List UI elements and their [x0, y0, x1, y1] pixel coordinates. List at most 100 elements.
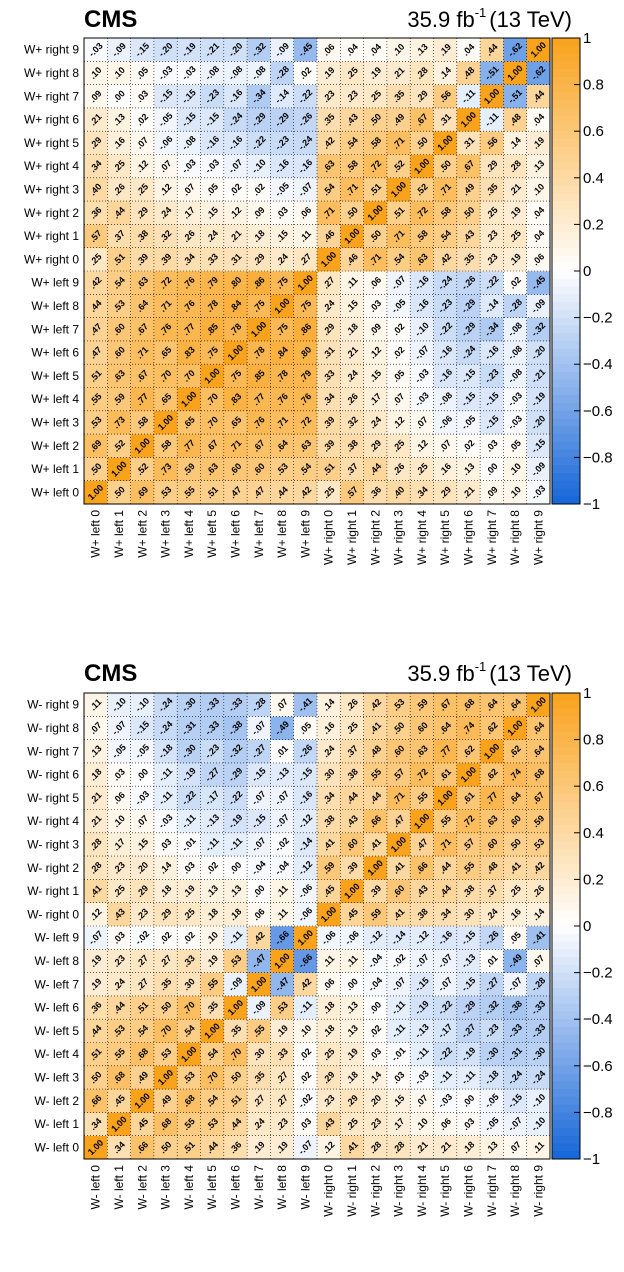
colorbar-segment: [552, 910, 580, 919]
heatmap-cell: [363, 38, 388, 62]
colorbar-segment: [552, 693, 580, 702]
heatmap-cell: [456, 84, 481, 109]
heatmap-cell: [247, 856, 271, 880]
heatmap-cell: [223, 224, 248, 248]
heatmap-cell: [456, 457, 481, 481]
heatmap-cell: [153, 457, 178, 481]
heatmap-cell: [410, 856, 434, 880]
heatmap-cell: [433, 1089, 458, 1113]
heatmap-cell: [317, 716, 341, 740]
heatmap-cell: [107, 364, 131, 388]
heatmap-cell: [200, 177, 225, 202]
heatmap-cell: [363, 716, 388, 740]
heatmap-cell: [293, 154, 318, 179]
heatmap-cell: [433, 480, 458, 505]
column-tick-label: W+ left 9: [298, 510, 312, 558]
heatmap-cell: [386, 317, 411, 342]
heatmap-cell: [480, 410, 504, 435]
heatmap-cell: [456, 762, 481, 787]
heatmap-cell: [363, 1089, 388, 1113]
heatmap-cell: [433, 856, 458, 880]
colorbar-segment: [552, 755, 580, 764]
heatmap-cell: [177, 1042, 201, 1067]
row-tick-label: W+ right 4: [24, 159, 79, 173]
colorbar-segment: [552, 496, 580, 505]
heatmap-cell: [270, 1019, 294, 1043]
heatmap-cell: [410, 1065, 434, 1090]
heatmap-cell: [456, 434, 481, 458]
heatmap-cell: [480, 317, 504, 342]
heatmap-cell: [107, 387, 131, 412]
column-tick-label: W- left 2: [135, 1165, 149, 1210]
heatmap-cell: [433, 317, 458, 342]
heatmap-cell: [363, 902, 388, 927]
row-tick-label: W+ right 6: [24, 113, 79, 127]
heatmap-cell: [480, 154, 504, 179]
heatmap-cell: [200, 1135, 225, 1160]
heatmap-cell: [130, 224, 155, 248]
heatmap-cell: [317, 177, 341, 202]
luminosity-label: 35.9 fb-1 (13 TeV): [407, 5, 572, 32]
heatmap-cell: [84, 271, 108, 295]
heatmap-cell: [200, 739, 225, 764]
heatmap-cell: [107, 716, 131, 740]
heatmap-cell: [433, 832, 458, 857]
column-tick-label: W+ right 6: [461, 510, 475, 565]
colorbar-segment: [552, 980, 580, 989]
heatmap-cell: [130, 84, 155, 109]
heatmap-cell: [317, 61, 341, 85]
heatmap-cell: [340, 84, 364, 109]
heatmap-cell: [526, 739, 551, 764]
heatmap-cell: [107, 786, 131, 810]
heatmap-cell: [177, 410, 201, 435]
heatmap-cell: [270, 879, 294, 903]
colorbar-tick-label: 0.8: [583, 732, 604, 749]
heatmap-cell: [363, 387, 388, 412]
heatmap-cell: [480, 434, 504, 458]
colorbar-segment: [552, 1135, 580, 1144]
heatmap-cell: [456, 271, 481, 295]
heatmap-cell: [200, 410, 225, 435]
heatmap-cell: [177, 972, 201, 997]
heatmap-cell: [386, 902, 411, 927]
colorbar-segment: [552, 848, 580, 857]
heatmap-cell: [480, 247, 504, 272]
colorbar-segment: [552, 53, 580, 62]
heatmap-cell: [526, 294, 551, 318]
heatmap-cell: [340, 317, 364, 342]
heatmap-cell: [386, 716, 411, 740]
heatmap-cell: [153, 809, 178, 834]
heatmap-cell: [503, 716, 527, 740]
heatmap-cell: [153, 949, 178, 973]
heatmap-cell: [270, 201, 294, 225]
heatmap-cell: [340, 832, 364, 857]
heatmap-cell: [107, 340, 131, 365]
heatmap-cell: [200, 949, 225, 973]
colorbar-tick-label: 1: [583, 685, 591, 702]
heatmap-cell: [317, 294, 341, 318]
heatmap-cell: [433, 1065, 458, 1090]
heatmap-cell: [293, 1019, 318, 1043]
colorbar-segment: [552, 201, 580, 210]
colorbar-segment: [552, 115, 580, 124]
heatmap-cell: [200, 1065, 225, 1090]
heatmap-cell: [386, 131, 411, 155]
lumi-value: 35.9 fb: [407, 7, 474, 32]
heatmap-cell: [526, 247, 551, 272]
heatmap-cell: [410, 995, 434, 1020]
heatmap-cell: [363, 480, 388, 505]
heatmap-cell: [247, 410, 271, 435]
heatmap-cell: [293, 340, 318, 365]
heatmap-cell: [340, 1065, 364, 1090]
heatmap-cell: [247, 247, 271, 272]
heatmap-cell: [363, 1065, 388, 1090]
heatmap-cell: [84, 809, 108, 834]
colorbar-segment: [552, 933, 580, 943]
colorbar-segment: [552, 309, 580, 319]
heatmap-cell: [480, 224, 504, 248]
heatmap-cell: [270, 809, 294, 834]
heatmap-cell: [503, 926, 527, 950]
heatmap-cell: [247, 693, 271, 717]
heatmap-cell: [223, 434, 248, 458]
heatmap-cell: [433, 247, 458, 272]
